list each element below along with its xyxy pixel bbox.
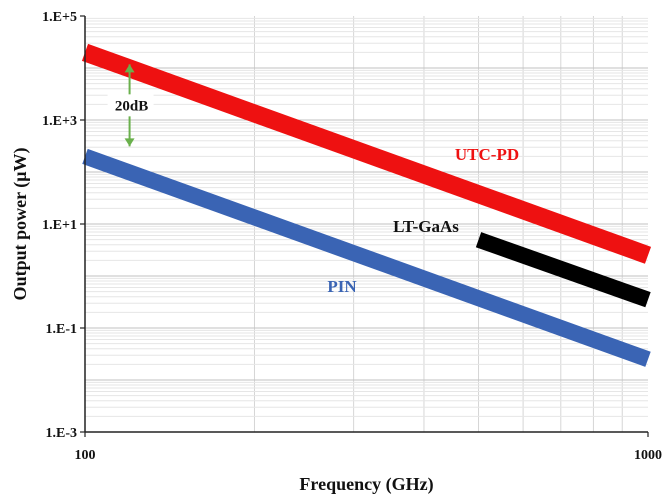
- labels: 1.E-3 1.E-1 1.E+1 1.E+3 1.E+5 100 1000 Frequenc…: [10, 10, 662, 495]
- series-layer: [81, 43, 652, 367]
- gridlines: [85, 16, 648, 433]
- series-lt-gaas-label: LT-GaAs: [393, 217, 459, 236]
- annotation-arrow-head-down: [124, 138, 135, 147]
- y-tick-label: 1.E-1: [46, 322, 78, 337]
- series-utc-pd-label: UTC-PD: [455, 145, 519, 164]
- series-lt-gaas-line: [475, 232, 651, 308]
- y-tick-label: 1.E+5: [42, 10, 77, 25]
- annotation-arrow-head-up: [124, 64, 135, 73]
- x-tick-label: 1000: [634, 448, 662, 463]
- annotation-label-background: [107, 94, 154, 117]
- series-pin-line: [82, 148, 651, 367]
- x-axis-title: Frequency (GHz): [299, 474, 433, 495]
- axes: [80, 15, 649, 437]
- x-tick-label: 100: [75, 448, 96, 463]
- series-pin-label: PIN: [327, 277, 357, 296]
- y-axis-title: Output power (μW): [10, 148, 31, 301]
- y-tick-label: 1.E-3: [46, 426, 78, 441]
- annotation-layer: 20dB: [107, 64, 154, 147]
- y-tick-label: 1.E+1: [42, 218, 77, 233]
- y-tick-label: 1.E+3: [42, 114, 77, 129]
- annotation-label: 20dB: [115, 98, 148, 114]
- series-utc-pd-line: [81, 43, 652, 264]
